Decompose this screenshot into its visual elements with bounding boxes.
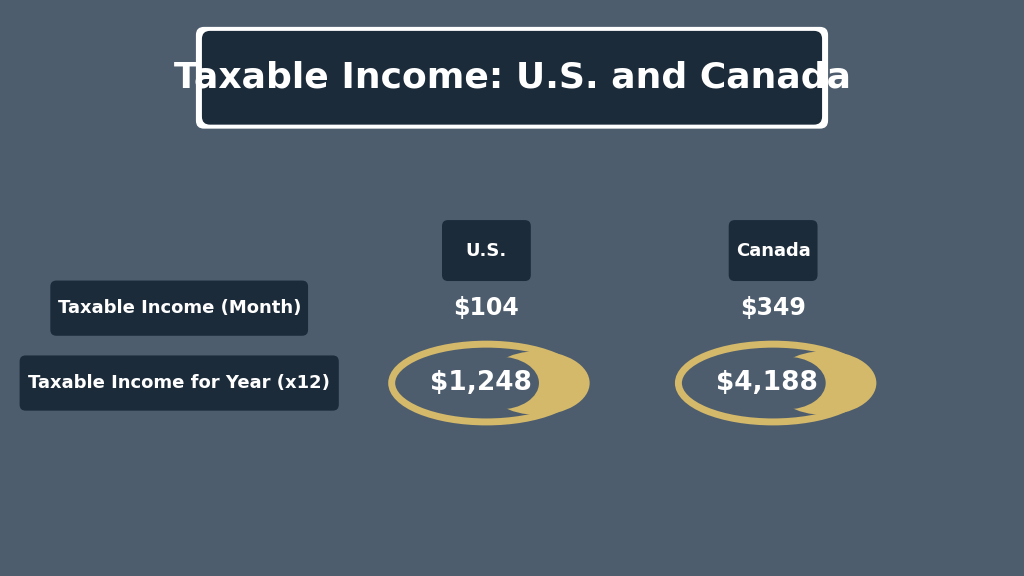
Text: Taxable Income for Year (x12): Taxable Income for Year (x12)	[29, 374, 330, 392]
Ellipse shape	[772, 351, 877, 415]
Text: U.S.: U.S.	[466, 241, 507, 260]
Ellipse shape	[678, 344, 868, 422]
Text: $4,188: $4,188	[717, 370, 818, 396]
Ellipse shape	[746, 357, 825, 410]
Text: Canada: Canada	[736, 241, 810, 260]
FancyBboxPatch shape	[50, 281, 308, 336]
Ellipse shape	[391, 344, 582, 422]
FancyBboxPatch shape	[196, 27, 828, 128]
Text: Taxable Income (Month): Taxable Income (Month)	[57, 299, 301, 317]
Text: Taxable Income: U.S. and Canada: Taxable Income: U.S. and Canada	[173, 60, 851, 95]
Ellipse shape	[485, 351, 590, 415]
FancyBboxPatch shape	[442, 220, 530, 281]
Text: $349: $349	[740, 296, 806, 320]
Text: $1,248: $1,248	[430, 370, 531, 396]
FancyBboxPatch shape	[19, 355, 339, 411]
Ellipse shape	[460, 357, 539, 410]
Text: $104: $104	[454, 296, 519, 320]
FancyBboxPatch shape	[202, 31, 822, 124]
FancyBboxPatch shape	[729, 220, 817, 281]
